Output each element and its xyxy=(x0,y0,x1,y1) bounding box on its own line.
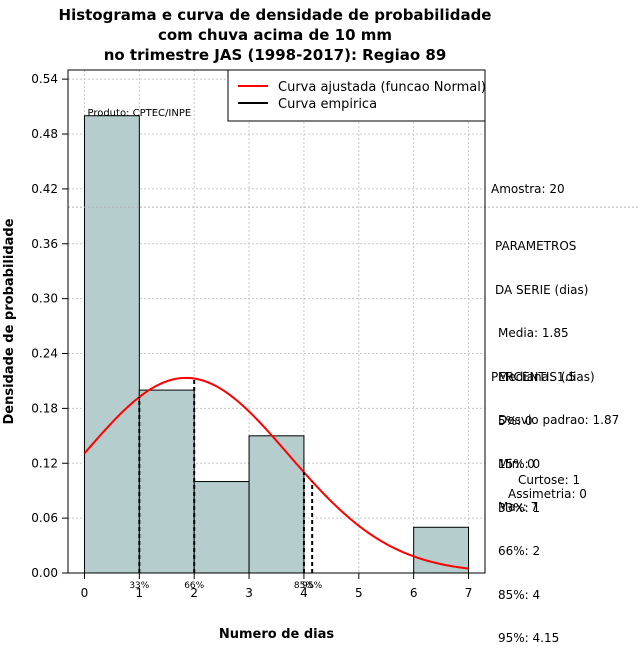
legend-label-2: Curva empirica xyxy=(278,97,377,112)
skewness: Assimetria: 0 xyxy=(508,487,587,501)
percentiles-block: PERCENTIS (dias) 5%: 0 15%: 0 33%: 1 66%… xyxy=(491,341,595,660)
histogram-bar-1 xyxy=(138,389,195,574)
percentile-label-66: 66% xyxy=(184,581,204,591)
histogram-bar-0 xyxy=(83,115,140,574)
param-mean: Media: 1.85 xyxy=(498,326,569,340)
percentiles-heading: PERCENTIS (dias) xyxy=(491,370,595,384)
x-tick-label: 5 xyxy=(355,586,363,600)
x-tick-label: 7 xyxy=(465,586,473,600)
percentile-label-33: 33% xyxy=(129,581,149,591)
x-tick-label: 1 xyxy=(136,586,144,600)
y-tick-label: 0.12 xyxy=(31,456,58,470)
percentile-66: 66%: 2 xyxy=(498,544,541,558)
percentile-label-95: 95% xyxy=(302,581,322,591)
param-max: Max: 7 xyxy=(498,500,539,514)
chart-title-line-3: no trimestre JAS (1998-2017): Regiao 89 xyxy=(104,46,447,64)
percentile-33: 33%: 1 xyxy=(498,500,541,515)
kurtosis: Curtose: 1 xyxy=(518,473,581,487)
y-axis-label: Densidade de probabilidade xyxy=(2,218,17,424)
y-tick-label: 0.48 xyxy=(31,127,58,141)
percentile-85: 85%: 4 xyxy=(498,587,541,602)
normal-fit-curve xyxy=(83,376,469,570)
product-label: Produto: CPTEC/INPE xyxy=(87,108,191,119)
param-median: Mediana: 1.5 xyxy=(498,369,576,384)
parameters-subheading: DA SERIE (dias) xyxy=(495,282,589,297)
histogram-bar-3 xyxy=(248,435,305,574)
percentile-15: 15%: 0 xyxy=(498,457,541,471)
x-axis-label: Numero de dias xyxy=(219,627,335,642)
percentile-label-85: 85% xyxy=(294,581,314,591)
y-tick-label: 0.24 xyxy=(31,347,58,361)
y-tick-label: 0.36 xyxy=(31,237,58,251)
y-tick-label: 0.18 xyxy=(31,401,58,415)
histogram-bar-2 xyxy=(193,481,250,574)
y-tick-label: 0.54 xyxy=(31,72,58,86)
x-tick-label: 3 xyxy=(245,586,253,600)
histogram-bar-6 xyxy=(413,526,470,574)
y-tick-label: 0.42 xyxy=(31,182,58,196)
percentile-5: 5%: 0 xyxy=(498,413,533,428)
y-tick-label: 0.30 xyxy=(31,292,58,306)
param-min: Min: 0 xyxy=(498,456,535,471)
x-tick-label: 0 xyxy=(81,586,89,600)
percentile-95: 95%: 4.15 xyxy=(498,631,560,645)
legend-box xyxy=(227,69,486,122)
y-tick-label: 0.00 xyxy=(31,566,58,580)
series-parameters: PARAMETROS DA SERIE (dias) Media: 1.85 M… xyxy=(495,210,619,529)
legend-label-1: Curva ajustada (funcao Normal) xyxy=(278,80,486,95)
sample-size: Amostra: 20 xyxy=(491,182,565,196)
chart-title-line-1: Histograma e curva de densidade de proba… xyxy=(59,6,492,24)
parameters-heading: PARAMETROS xyxy=(495,239,577,253)
y-tick-label: 0.06 xyxy=(31,511,58,525)
x-tick-label: 6 xyxy=(410,586,418,600)
param-std: Desvio padrao: 1.87 xyxy=(498,413,620,427)
chart-title-line-2: com chuva acima de 10 mm xyxy=(158,26,392,44)
x-tick-label: 2 xyxy=(190,586,198,600)
x-tick-label: 4 xyxy=(300,586,308,600)
